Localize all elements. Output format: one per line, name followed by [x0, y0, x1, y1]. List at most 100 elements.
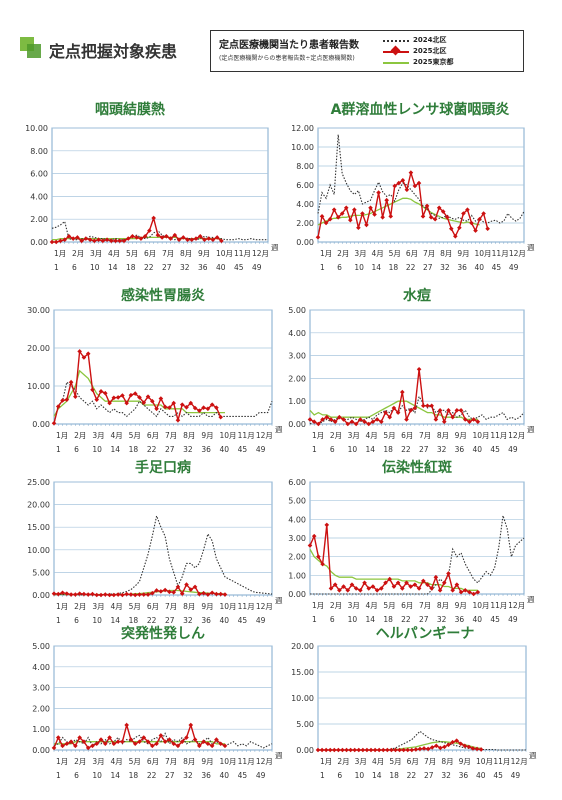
data-point	[353, 586, 359, 591]
x-axis-unit: 週	[271, 243, 279, 252]
data-point	[320, 561, 325, 567]
x-month-label: 1月	[312, 601, 324, 610]
chart-title: 水痘	[403, 287, 431, 304]
data-point	[83, 236, 89, 241]
x-month-label: 8月	[183, 431, 195, 440]
x-month-label: 10月	[475, 249, 492, 258]
data-point	[75, 235, 80, 240]
data-point	[184, 735, 189, 740]
x-month-label: 1月	[320, 757, 332, 766]
data-point	[77, 735, 82, 740]
x-month-label: 1月	[56, 757, 68, 766]
legend-item-2025-kita: 2025北区	[413, 47, 447, 55]
data-point	[471, 417, 476, 422]
legend-diamond-icon	[390, 45, 401, 56]
data-point	[64, 591, 70, 596]
x-month-label: 7月	[165, 431, 177, 440]
x-week-label: 10	[348, 445, 358, 454]
data-point	[412, 405, 418, 411]
y-tick-label: 10.00	[291, 143, 314, 152]
x-week-label: 36	[201, 445, 211, 454]
data-point	[111, 395, 117, 401]
data-point	[448, 226, 454, 231]
legend-item-2025-tokyo: 2025東京都	[413, 58, 454, 66]
data-point	[416, 586, 422, 591]
x-week-label: 45	[238, 616, 248, 625]
data-point	[462, 587, 468, 593]
y-tick-label: 3.00	[288, 534, 306, 543]
x-month-label: 2月	[337, 249, 349, 258]
x-week-label: 14	[111, 616, 121, 625]
x-week-label: 1	[56, 616, 61, 625]
data-point	[356, 225, 361, 231]
plot-area	[51, 127, 269, 243]
x-month-label: 2月	[337, 757, 349, 766]
data-point	[437, 587, 443, 593]
x-week-label: 40	[220, 771, 230, 780]
x-week-label: 27	[165, 771, 175, 780]
x-axis-unit: 週	[275, 596, 283, 605]
data-point	[117, 238, 123, 244]
data-point	[461, 211, 466, 216]
x-week-label: 6	[74, 616, 79, 625]
x-week-label: 40	[476, 771, 486, 780]
data-point	[124, 591, 129, 597]
data-point	[192, 405, 198, 411]
data-point	[362, 419, 367, 425]
data-point	[457, 225, 462, 231]
x-week-label: 14	[366, 615, 376, 624]
data-point	[49, 239, 55, 245]
data-point	[150, 590, 155, 596]
data-point	[70, 236, 76, 241]
data-point	[458, 589, 464, 595]
data-point	[469, 220, 474, 226]
data-point	[92, 238, 97, 244]
x-week-label: 27	[162, 263, 172, 272]
data-point	[85, 592, 91, 597]
x-week-label: 1	[56, 445, 61, 454]
y-tick-label: 0.00	[296, 238, 314, 247]
x-month-label: 3月	[92, 431, 104, 440]
x-axis-unit: 週	[275, 425, 283, 434]
data-point	[96, 237, 101, 243]
x-month-label: 1月	[312, 431, 324, 440]
data-point	[395, 580, 401, 586]
data-point	[141, 735, 147, 740]
data-point	[193, 236, 199, 241]
data-point	[130, 234, 135, 239]
x-week-label: 1	[56, 771, 61, 780]
data-point	[120, 393, 125, 398]
data-point	[202, 237, 207, 243]
data-point	[316, 554, 321, 559]
x-week-label: 36	[201, 771, 211, 780]
x-month-label: 7月	[423, 249, 435, 258]
y-tick-label: 10.00	[25, 124, 48, 133]
data-point	[102, 592, 108, 597]
x-month-label: 9月	[455, 431, 467, 440]
data-point	[142, 234, 148, 239]
data-point	[60, 743, 65, 749]
data-point	[158, 396, 164, 401]
data-point	[379, 419, 384, 425]
data-point	[315, 234, 321, 240]
x-week-label: 36	[459, 771, 469, 780]
y-tick-label: 3.00	[32, 684, 50, 693]
x-month-label: 2月	[330, 601, 342, 610]
x-month-label: 7月	[419, 601, 431, 610]
data-point	[462, 417, 468, 422]
data-point	[120, 739, 125, 744]
y-tick-label: 2.00	[288, 553, 306, 562]
x-month-label: 12月	[511, 757, 528, 766]
data-point	[400, 586, 405, 591]
data-point	[81, 591, 87, 597]
data-point	[433, 743, 439, 749]
x-month-label: 6月	[144, 249, 156, 258]
y-tick-label: 8.00	[296, 162, 314, 171]
data-point	[158, 589, 164, 594]
x-week-label: 14	[111, 445, 121, 454]
data-point	[311, 419, 317, 425]
x-week-label: 1	[54, 263, 59, 272]
y-tick-label: 8.00	[30, 147, 48, 156]
x-week-label: 32	[437, 615, 447, 624]
data-point	[429, 586, 434, 591]
